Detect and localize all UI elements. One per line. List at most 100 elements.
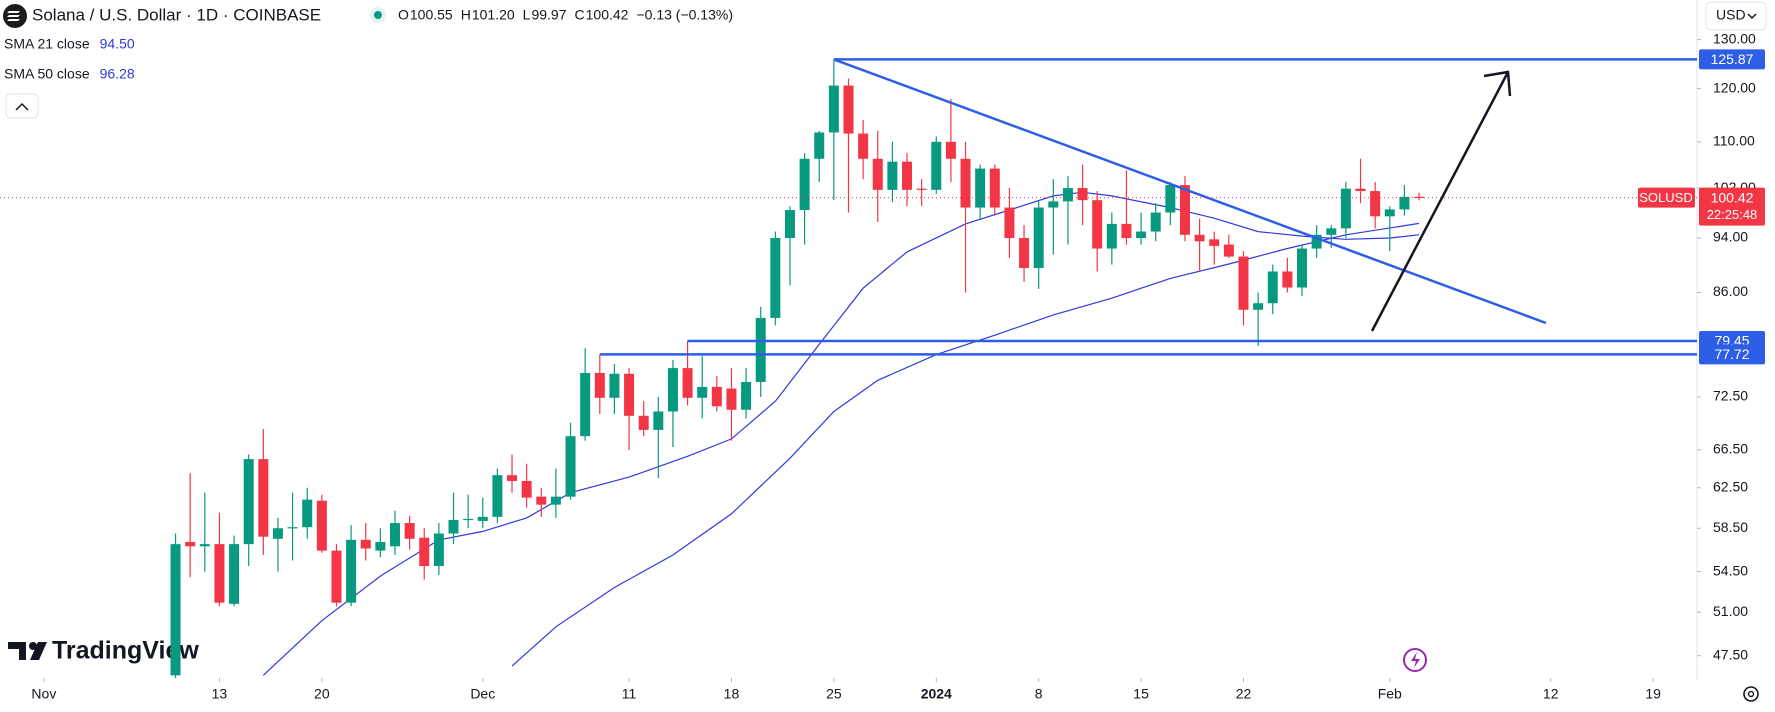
- candle-body: [580, 372, 591, 437]
- ohlc-key: O: [398, 7, 409, 23]
- candle-body: [1092, 200, 1103, 249]
- candle-body: [185, 541, 196, 547]
- candle-body: [843, 85, 854, 134]
- candle-body: [916, 188, 927, 190]
- candle-body: [507, 475, 518, 481]
- candle-body: [1326, 228, 1337, 235]
- candle-body: [243, 459, 254, 545]
- candle-body: [1165, 185, 1176, 213]
- level-badge: [1699, 344, 1765, 365]
- candle-body: [638, 415, 649, 430]
- candle-body: [1297, 248, 1308, 288]
- level-label: 125.87: [1711, 51, 1754, 67]
- candle-body: [170, 544, 181, 676]
- candle-body: [463, 518, 474, 521]
- candle-body: [799, 158, 810, 211]
- legend-value: 96.28: [100, 66, 135, 82]
- ohlc-key: L: [523, 7, 531, 23]
- y-tick-label: 62.50: [1713, 478, 1748, 494]
- candle-body: [960, 158, 971, 208]
- candle-body: [521, 480, 532, 498]
- candle-body: [1194, 234, 1205, 242]
- symbol-badge: [1638, 187, 1695, 208]
- candle-body: [1033, 207, 1044, 269]
- candle-body: [214, 544, 225, 603]
- dropdown-icon: [1747, 13, 1757, 20]
- candle-body: [229, 544, 240, 604]
- countdown: 22:25:48: [1707, 207, 1758, 222]
- x-tick-label: Dec: [470, 686, 495, 702]
- y-axis: 130.00120.00110.00102.0094.0086.0072.506…: [1697, 30, 1756, 662]
- settings-icon[interactable]: [1743, 686, 1759, 702]
- candle-body: [404, 523, 415, 539]
- candle-body: [784, 210, 795, 239]
- ohlc-key: C: [575, 7, 585, 23]
- candle-body: [1077, 188, 1088, 201]
- candle-body: [755, 317, 766, 382]
- candle-body: [1048, 201, 1059, 208]
- candle-body: [653, 411, 664, 430]
- collapse-button[interactable]: [5, 93, 39, 119]
- candle-body: [931, 141, 942, 190]
- candle-body: [1370, 191, 1381, 217]
- candle-body: [1238, 256, 1249, 310]
- ohlc-header: O 100.55 H 101.20 L 99.97 C 100.42 −0.13 (−0.13%…: [398, 7, 733, 23]
- candle-body: [975, 168, 986, 208]
- price-change: −0.13 (−0.13%): [636, 7, 733, 23]
- y-tick-label: 110.00: [1713, 133, 1755, 149]
- candle-body: [711, 386, 722, 407]
- candle-body: [331, 550, 342, 603]
- y-tick-label: 66.50: [1713, 441, 1748, 457]
- candle-body: [536, 496, 547, 505]
- symbol-label: SOLUSD: [1639, 190, 1692, 205]
- candle-body: [814, 132, 825, 159]
- x-tick-label: 11: [622, 686, 637, 702]
- currency: USD: [1716, 7, 1746, 23]
- ohlc-value: 101.20: [472, 7, 515, 23]
- x-tick-label: 25: [826, 686, 842, 702]
- candle-body: [902, 161, 913, 190]
- candle-body: [726, 388, 737, 410]
- candle-body: [448, 519, 459, 534]
- candle-body: [858, 133, 869, 159]
- sma-line: [262, 191, 1420, 676]
- candle-body: [1209, 239, 1220, 246]
- tradingview-logo: [8, 642, 47, 660]
- trendline: [833, 58, 1547, 325]
- y-tick-label: 54.50: [1713, 562, 1748, 578]
- legend-value: 94.50: [100, 36, 135, 52]
- candle-body: [1384, 209, 1395, 217]
- candle-body: [1311, 234, 1322, 249]
- collapse-icon: [15, 102, 29, 111]
- x-tick-label: 22: [1236, 686, 1252, 702]
- candle-body: [258, 459, 269, 537]
- x-tick-label: 2024: [921, 686, 952, 702]
- price-label: 100.42: [1711, 189, 1754, 205]
- x-tick-label: Nov: [31, 686, 56, 702]
- y-tick-label: 58.50: [1713, 519, 1748, 535]
- plot-area: [170, 58, 1697, 678]
- candle-body: [1282, 271, 1293, 288]
- candle-body: [1253, 303, 1264, 310]
- candle-body: [492, 475, 503, 517]
- candle-body: [550, 496, 561, 505]
- candle-body: [770, 238, 781, 318]
- legend-name: SMA 50 close: [4, 66, 90, 82]
- candle-body: [697, 386, 708, 398]
- candle-body: [272, 528, 283, 539]
- candle-body: [1004, 207, 1015, 239]
- arrow: [1370, 70, 1512, 332]
- candle-body: [887, 161, 898, 190]
- candle-body: [828, 85, 839, 133]
- candle-body: [624, 373, 635, 416]
- lightning-icon: [1403, 648, 1427, 672]
- ohlc-value: 100.42: [586, 7, 629, 23]
- y-tick-label: 51.00: [1713, 603, 1748, 619]
- currency-button[interactable]: [1705, 1, 1767, 31]
- candle-body: [1340, 188, 1351, 229]
- x-tick-label: 12: [1543, 686, 1559, 702]
- x-tick-label: 15: [1133, 686, 1149, 702]
- candle-body: [989, 168, 1000, 208]
- x-tick-label: 18: [724, 686, 740, 702]
- candle-body: [346, 539, 357, 603]
